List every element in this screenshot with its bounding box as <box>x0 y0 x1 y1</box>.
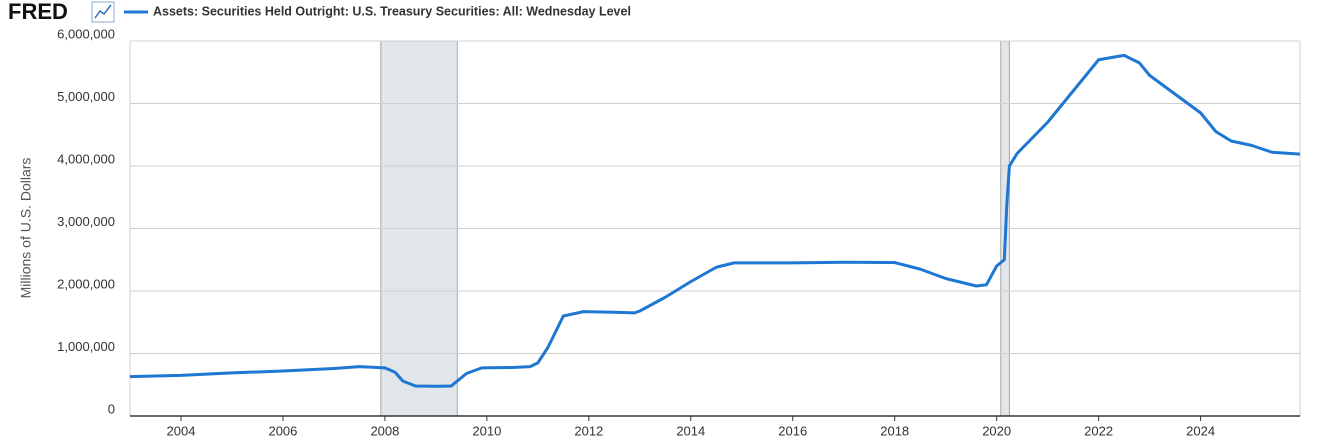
y-tick-label: 3,000,000 <box>57 214 115 229</box>
x-tick-label: 2004 <box>167 423 196 438</box>
y-tick-label: 5,000,000 <box>57 89 115 104</box>
x-tick-label: 2016 <box>778 423 807 438</box>
x-tick-label: 2022 <box>1084 423 1113 438</box>
y-tick-label: 2,000,000 <box>57 276 115 291</box>
x-tick-label: 2018 <box>880 423 909 438</box>
y-tick-label: 0 <box>108 401 115 416</box>
x-tick-label: 2006 <box>268 423 297 438</box>
series-line <box>129 53 1301 388</box>
legend-label: Assets: Securities Held Outright: U.S. T… <box>153 4 631 18</box>
x-tick-label: 2024 <box>1186 423 1215 438</box>
x-tick-label: 2010 <box>472 423 501 438</box>
logo-icon <box>91 1 115 23</box>
x-tick-label: 2012 <box>574 423 603 438</box>
x-tick-label: 2020 <box>982 423 1011 438</box>
y-tick-label: 1,000,000 <box>57 339 115 354</box>
y-tick-label: 6,000,000 <box>57 26 115 41</box>
y-tick-label: 4,000,000 <box>57 151 115 166</box>
logo[interactable]: FRED <box>8 0 68 24</box>
y-axis-label: Millions of U.S. Dollars <box>18 158 34 299</box>
x-tick-label: 2014 <box>676 423 705 438</box>
x-tick-label: 2008 <box>370 423 399 438</box>
